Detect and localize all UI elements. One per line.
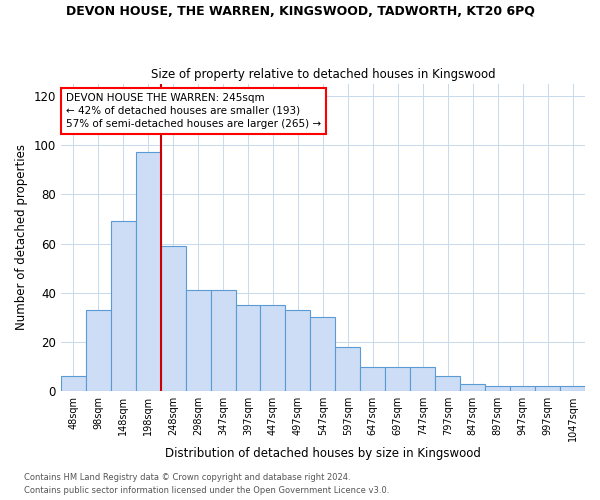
Bar [510,386,535,391]
Bar [460,384,485,391]
X-axis label: Distribution of detached houses by size in Kingswood: Distribution of detached houses by size … [165,447,481,460]
Bar [161,246,185,391]
Bar [385,366,410,391]
Bar [61,376,86,391]
Text: DEVON HOUSE, THE WARREN, KINGSWOOD, TADWORTH, KT20 6PQ: DEVON HOUSE, THE WARREN, KINGSWOOD, TADW… [65,5,535,18]
Bar [111,222,136,391]
Bar [410,366,435,391]
Bar [310,318,335,391]
Bar [260,305,286,391]
Text: DEVON HOUSE THE WARREN: 245sqm
← 42% of detached houses are smaller (193)
57% of: DEVON HOUSE THE WARREN: 245sqm ← 42% of … [66,93,321,129]
Bar [236,305,260,391]
Bar [361,366,385,391]
Bar [335,347,361,391]
Y-axis label: Number of detached properties: Number of detached properties [15,144,28,330]
Bar [211,290,236,391]
Title: Size of property relative to detached houses in Kingswood: Size of property relative to detached ho… [151,68,495,81]
Bar [435,376,460,391]
Bar [485,386,510,391]
Bar [136,152,161,391]
Bar [286,310,310,391]
Bar [535,386,560,391]
Bar [560,386,585,391]
Bar [185,290,211,391]
Bar [86,310,111,391]
Text: Contains HM Land Registry data © Crown copyright and database right 2024.
Contai: Contains HM Land Registry data © Crown c… [24,474,389,495]
